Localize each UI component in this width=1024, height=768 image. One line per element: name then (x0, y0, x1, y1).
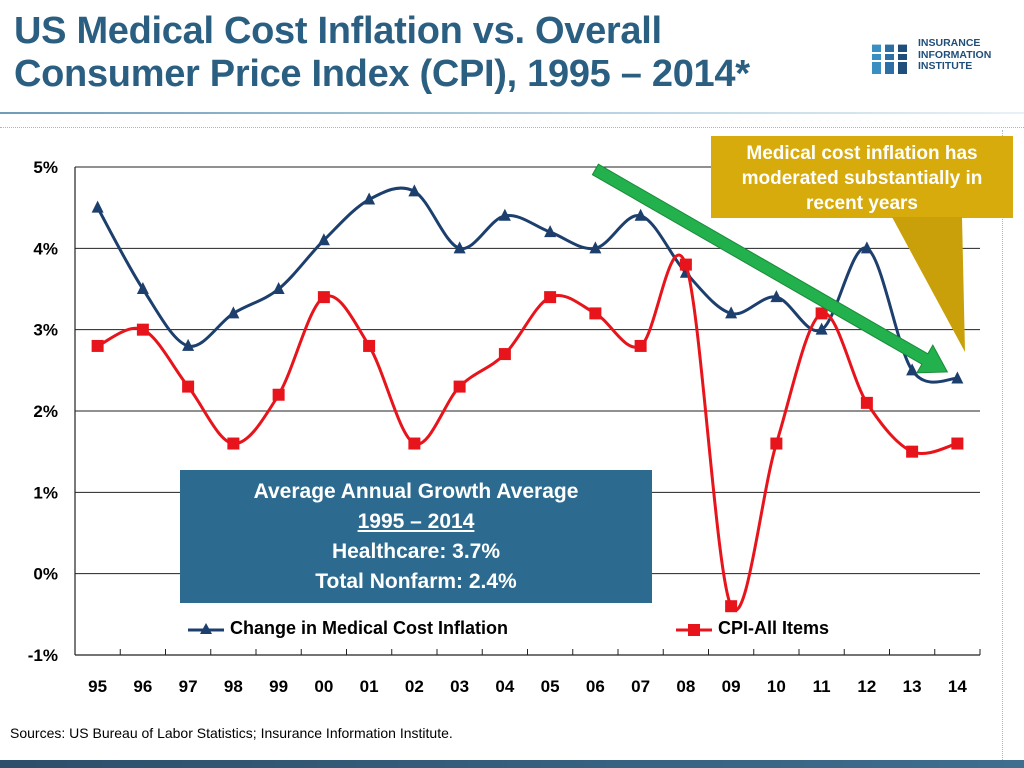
legend-triangle-marker (188, 622, 224, 634)
legend-label-medical: Change in Medical Cost Inflation (230, 618, 509, 638)
data-point-square (860, 396, 873, 409)
data-point-square (182, 380, 195, 393)
iii-logo: INSURANCE INFORMATION INSTITUTE (870, 37, 1020, 82)
data-point-triangle (317, 233, 330, 246)
x-tick-label: 09 (722, 677, 741, 696)
y-tick-label: 4% (33, 239, 58, 258)
data-point-square (906, 445, 919, 458)
data-point-square (317, 291, 330, 304)
data-point-square (544, 291, 557, 304)
data-point-square (272, 388, 285, 401)
x-tick-label: 05 (541, 677, 560, 696)
x-tick-label: 07 (631, 677, 650, 696)
data-point-square (589, 307, 602, 320)
data-point-triangle (453, 241, 466, 254)
summary-box: Average Annual Growth Average 1995 – 201… (180, 470, 652, 603)
summary-line-4: Total Nonfarm: 2.4% (315, 570, 517, 593)
summary-line-3: Healthcare: 3.7% (331, 540, 501, 563)
x-tick-label: 01 (360, 677, 379, 696)
annotation-callout: Medical cost inflation has moderated sub… (711, 136, 1013, 218)
data-point-square (91, 339, 104, 352)
axes: -1% 0% 1% 2% 3% 4% 5% 95 96 97 98 99 00 01 02 03 04 05 06 0… (28, 158, 981, 696)
data-point-square (453, 380, 466, 393)
x-tick-label: 96 (133, 677, 152, 696)
data-point-square (679, 258, 692, 271)
data-point-triangle (544, 225, 557, 238)
x-tick-label: 97 (179, 677, 198, 696)
logo-text: INSURANCE INFORMATION INSTITUTE (918, 37, 992, 73)
data-point-square (227, 437, 240, 450)
title-divider (0, 112, 1024, 114)
x-tick-label: 95 (88, 677, 107, 696)
sources-note: Sources: US Bureau of Labor Statistics; … (10, 725, 453, 741)
y-tick-label: 3% (33, 321, 58, 340)
dotted-divider (0, 127, 1024, 128)
summary-line-2: 1995 – 2014 (357, 510, 475, 533)
x-tick-label: 04 (495, 677, 514, 696)
data-point-triangle (363, 192, 376, 205)
x-tick-label: 11 (813, 677, 831, 696)
title-line-2: Consumer Price Index (CPI), 1995 – 2014* (14, 53, 750, 95)
data-point-square (770, 437, 783, 450)
logo-line-2: INFORMATION (918, 48, 992, 61)
x-tick-label: 12 (857, 677, 876, 696)
legend-label-cpi: CPI-All Items (718, 618, 830, 638)
legend-square-marker (676, 623, 712, 636)
page-title: US Medical Cost Inflation vs. Overall Co… (14, 10, 854, 96)
title-line-1: US Medical Cost Inflation vs. Overall (14, 10, 662, 52)
legend-item-cpi: CPI-All Items (676, 618, 829, 639)
logo-line-3: INSTITUTE (918, 60, 973, 72)
x-tick-label: 00 (314, 677, 333, 696)
data-point-triangle (136, 282, 149, 294)
y-tick-label: -1% (28, 646, 58, 665)
y-tick-label: 1% (33, 483, 58, 502)
y-tick-label: 0% (33, 565, 58, 584)
data-point-triangle (498, 208, 511, 221)
summary-line-1: Average Annual Growth Average (253, 480, 579, 503)
data-point-square (634, 339, 647, 352)
legend-item-medical: Change in Medical Cost Inflation (188, 618, 508, 639)
x-tick-label: 13 (903, 677, 922, 696)
data-point-square (951, 437, 964, 450)
x-tick-label: 14 (948, 677, 967, 696)
data-point-triangle (951, 371, 964, 384)
data-point-triangle (408, 184, 421, 197)
y-tick-label: 5% (33, 158, 58, 177)
x-tick-label: 06 (586, 677, 605, 696)
iii-logo-icon (870, 42, 910, 74)
x-tick-label: 03 (450, 677, 469, 696)
bottom-bar (0, 760, 1024, 768)
data-point-square (363, 339, 376, 352)
data-point-square (136, 323, 149, 336)
data-point-square (498, 348, 511, 361)
data-point-triangle (182, 338, 195, 351)
logo-line-1: INSURANCE (918, 37, 981, 49)
data-point-square (408, 437, 421, 450)
x-tick-label: 08 (676, 677, 695, 696)
right-dotted-divider (1002, 130, 1003, 760)
y-tick-label: 2% (33, 402, 58, 421)
data-point-square (815, 307, 828, 320)
data-point-square (725, 600, 738, 613)
x-tick-label: 10 (767, 677, 786, 696)
data-point-triangle (91, 200, 104, 213)
x-tick-label: 99 (269, 677, 288, 696)
data-point-triangle (272, 282, 285, 294)
x-tick-label: 02 (405, 677, 424, 696)
x-tick-label: 98 (224, 677, 243, 696)
data-point-triangle (227, 306, 240, 319)
